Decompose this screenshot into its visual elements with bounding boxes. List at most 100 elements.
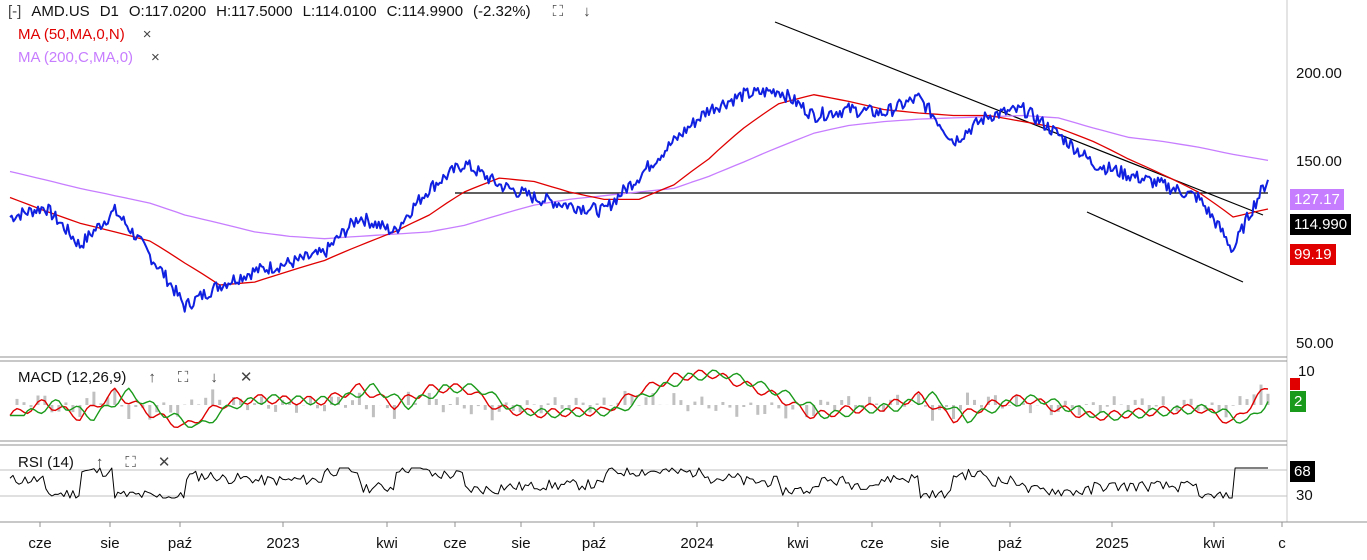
macd-histogram-bar [700, 397, 703, 405]
macd-histogram-bar [358, 393, 361, 405]
price-tick-150: 150.00 [1296, 153, 1342, 170]
macd-histogram-bar [351, 400, 354, 405]
symbol-label: AMD.US [31, 3, 89, 20]
macd-histogram-bar [973, 400, 976, 405]
remove-ma200-close-icon[interactable]: × [151, 49, 160, 66]
macd-histogram-bar [1106, 405, 1109, 407]
macd-histogram-bar [1211, 403, 1214, 406]
rsi-move-up-icon[interactable]: ↑ [96, 454, 104, 471]
x-tick-label: 2023 [266, 535, 299, 552]
macd-histogram-bar [840, 400, 843, 405]
macd-histogram-bar [1190, 399, 1193, 405]
macd-histogram-bar [945, 405, 948, 407]
macd-histogram-bar [735, 405, 738, 417]
open-value: O:117.0200 [129, 3, 206, 20]
macd-histogram-bar [372, 405, 375, 417]
macd-histogram-bar [707, 405, 710, 408]
macd-histogram-bar [819, 400, 822, 405]
macd-tick-10: 10 [1298, 363, 1315, 380]
arrow-down-icon[interactable]: ↓ [583, 3, 591, 20]
macd-histogram-bar [134, 405, 137, 407]
macd-histogram-bar [575, 398, 578, 405]
macd-histogram-bar [686, 405, 689, 411]
macd-histogram-bar [561, 405, 564, 409]
macd-histogram-bar [365, 405, 368, 409]
collapse-toggle[interactable]: [-] [8, 3, 21, 20]
macd-histogram-bar [1162, 396, 1165, 405]
macd-histogram-bar [463, 405, 466, 409]
macd-histogram-bar [484, 405, 487, 410]
macd-histogram-bar [1008, 405, 1011, 406]
macd-histogram-bar [728, 405, 731, 408]
expand-icon[interactable]: ⛶ [553, 3, 564, 20]
x-tick-label: kwi [787, 535, 809, 552]
macd-histogram-bar [1029, 405, 1032, 413]
macd-histogram-bar [526, 400, 529, 405]
macd-histogram-bar [204, 398, 207, 405]
close-value: C:114.9900 [387, 3, 463, 20]
move-down-icon[interactable]: ↓ [210, 369, 218, 386]
macd-histogram-bar [966, 393, 969, 405]
x-tick-label: cze [443, 535, 466, 552]
macd-histogram-bar [547, 403, 550, 405]
macd-histogram-bar [386, 405, 389, 408]
macd-histogram-bar [1099, 405, 1102, 412]
macd-histogram-bar [190, 400, 193, 406]
rsi-expand-icon[interactable]: ⛶ [125, 454, 136, 471]
macd-histogram-bar [533, 404, 536, 405]
macd-histogram-bar [903, 405, 906, 407]
rsi-label[interactable]: RSI (14) [18, 454, 74, 471]
macd-histogram-bar [1134, 400, 1137, 405]
price-tick-50: 50.00 [1296, 335, 1334, 352]
timeframe-label[interactable]: D1 [100, 3, 119, 20]
change-value: (-2.32%) [473, 3, 531, 20]
macd-header: MACD (12,26,9) ↑ ⛶ ↓ ✕ [18, 368, 252, 386]
macd-histogram-bar [791, 405, 794, 410]
macd-histogram-bar [30, 405, 33, 407]
ma200-price-badge: 127.17 [1290, 189, 1344, 210]
macd-expand-icon[interactable]: ⛶ [178, 369, 189, 386]
macd-histogram-bar [554, 397, 557, 405]
macd-histogram-bar [1141, 398, 1144, 405]
macd-histogram-bar [323, 405, 326, 411]
macd-histogram-bar [1113, 396, 1116, 405]
macd-histogram-bar [211, 389, 214, 405]
macd-histogram-bar [1085, 404, 1088, 405]
move-up-icon[interactable]: ↑ [148, 369, 156, 386]
remove-macd-close-icon[interactable]: ✕ [240, 368, 253, 386]
x-tick-label: cze [28, 535, 51, 552]
macd-histogram-bar [596, 403, 599, 405]
macd-histogram-bar [295, 405, 298, 413]
macd-histogram-bar [1092, 402, 1095, 405]
ma50-label[interactable]: MA (50,MA,0,N) [18, 26, 125, 43]
macd-histogram-bar [770, 402, 773, 405]
macd-histogram-bar [582, 403, 585, 405]
macd-histogram-bar [64, 402, 67, 405]
chart-header: [-] AMD.US D1 O:117.0200 H:117.5000 L:11… [8, 3, 591, 20]
macd-histogram-bar [1260, 385, 1263, 405]
macd-histogram-bar [113, 389, 116, 406]
macd-histogram-bar [763, 405, 766, 414]
macd-histogram-bar [924, 405, 927, 407]
signal-value-badge: 2 [1290, 391, 1306, 412]
ma200-label[interactable]: MA (200,C,MA,0) [18, 49, 133, 66]
remove-ma50-close-icon[interactable]: × [143, 26, 152, 43]
macd-histogram-bar [16, 399, 19, 405]
macd-value-badge [1290, 378, 1300, 390]
x-tick-label: sie [930, 535, 949, 552]
macd-histogram-bar [127, 405, 130, 419]
rsi-header: RSI (14) ↑ ⛶ ✕ [18, 453, 170, 471]
macd-histogram-bar [120, 405, 123, 407]
remove-rsi-close-icon[interactable]: ✕ [158, 453, 171, 471]
last-price-badge: 114.990 [1290, 214, 1351, 235]
macd-histogram-bar [435, 399, 438, 405]
macd-histogram-bar [505, 402, 508, 405]
macd-histogram-bar [714, 405, 717, 411]
macd-label[interactable]: MACD (12,26,9) [18, 369, 126, 386]
macd-histogram-bar [197, 404, 200, 405]
macd-histogram-bar [638, 405, 641, 406]
macd-histogram-bar [603, 398, 606, 405]
macd-histogram-bar [672, 393, 675, 405]
x-tick-label: kwi [1203, 535, 1225, 552]
